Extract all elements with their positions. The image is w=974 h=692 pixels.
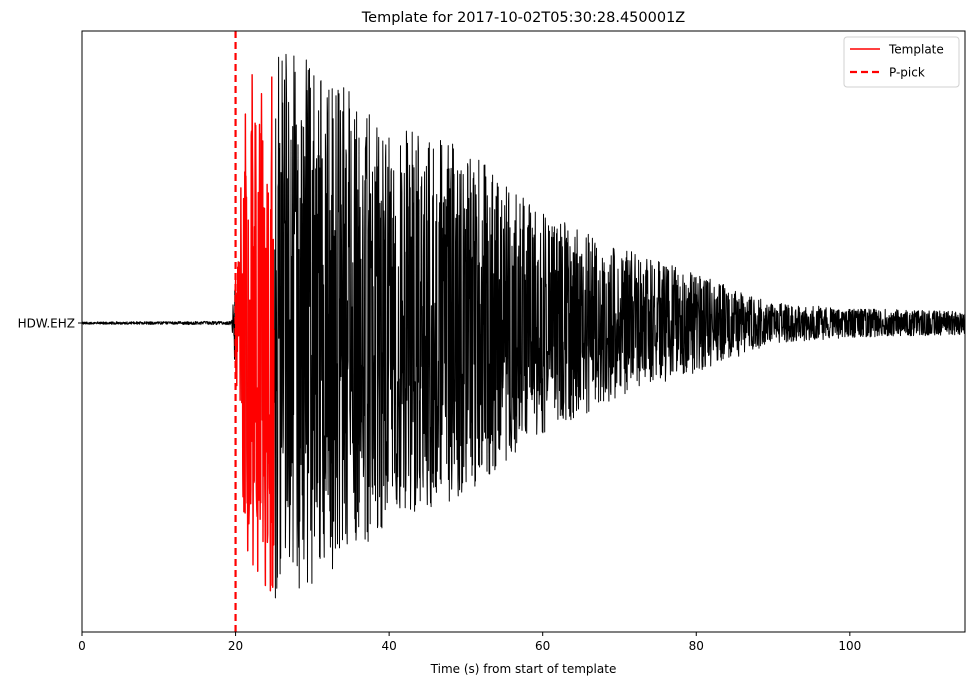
x-tick-label: 60 [535,639,550,653]
y-axis: HDW.EHZ [18,317,82,331]
legend: Template P-pick [843,36,960,88]
x-tick-label: 0 [78,639,86,653]
template-trace [234,74,275,592]
station-trace [81,53,966,599]
y-tick-label: HDW.EHZ [18,317,75,331]
x-tick-label: 40 [381,639,396,653]
x-axis-label: Time (s) from start of template [430,662,617,676]
legend-ppick-label: P-pick [889,66,925,80]
x-tick-label: 100 [838,639,861,653]
traces [81,53,966,599]
x-tick-label: 20 [228,639,243,653]
axes-frame [81,30,966,633]
plot-area [81,30,966,633]
legend-template-label: Template [888,43,944,57]
x-axis: 0 20 40 60 80 100 [78,632,861,653]
x-tick-label: 80 [689,639,704,653]
chart-title: Template for 2017-10-02T05:30:28.450001Z [361,10,686,26]
